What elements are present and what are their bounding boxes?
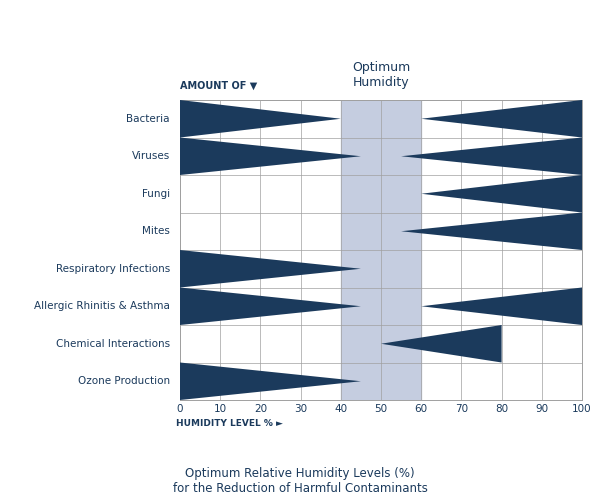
Polygon shape — [381, 325, 502, 362]
Polygon shape — [180, 138, 361, 175]
Polygon shape — [180, 100, 341, 138]
Text: Optimum
Humidity: Optimum Humidity — [352, 61, 410, 89]
Polygon shape — [180, 250, 361, 288]
Text: Respiratory Infections: Respiratory Infections — [56, 264, 170, 274]
Polygon shape — [401, 138, 582, 175]
Polygon shape — [180, 362, 361, 400]
Bar — [341, 100, 421, 400]
Polygon shape — [421, 175, 582, 212]
Text: Optimum Relative Humidity Levels (%)
for the Reduction of Harmful Contaminants: Optimum Relative Humidity Levels (%) for… — [173, 467, 427, 495]
Text: Ozone Production: Ozone Production — [78, 376, 170, 386]
Polygon shape — [180, 288, 361, 325]
Text: HUMIDITY LEVEL % ►: HUMIDITY LEVEL % ► — [176, 420, 283, 428]
Text: Allergic Rhinitis & Asthma: Allergic Rhinitis & Asthma — [34, 301, 170, 311]
Text: Viruses: Viruses — [132, 151, 170, 161]
Text: Fungi: Fungi — [142, 188, 170, 198]
Text: Chemical Interactions: Chemical Interactions — [56, 339, 170, 349]
Polygon shape — [421, 288, 582, 325]
Polygon shape — [421, 100, 582, 138]
Text: AMOUNT OF ▼: AMOUNT OF ▼ — [180, 81, 257, 91]
Text: Mites: Mites — [142, 226, 170, 236]
Text: Bacteria: Bacteria — [127, 114, 170, 124]
Polygon shape — [401, 212, 582, 250]
